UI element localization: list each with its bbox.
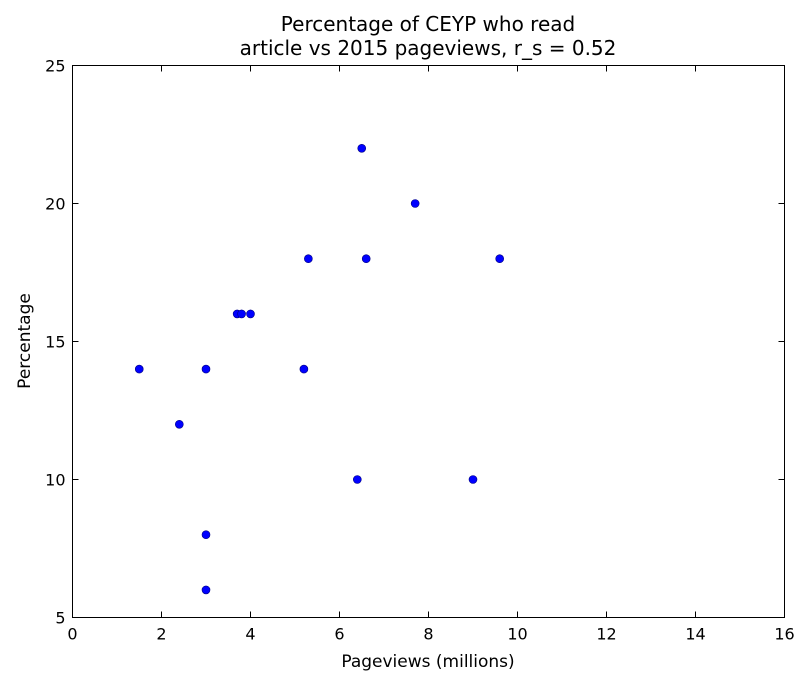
x-tick-label: 2 — [156, 625, 166, 644]
scatter-point — [495, 254, 505, 264]
scatter-point — [410, 199, 420, 208]
chart-title-line2: article vs 2015 pageviews, r_s = 0.52 — [240, 36, 617, 60]
x-tick-label: 16 — [774, 625, 794, 644]
scatter-point — [468, 475, 478, 484]
x-tick-label: 12 — [596, 625, 616, 644]
y-tick-label: 20 — [45, 195, 65, 214]
scatter-point — [201, 585, 211, 595]
x-tick-label: 8 — [423, 625, 433, 644]
scatter-points — [134, 144, 505, 595]
scatter-point — [237, 309, 246, 319]
scatter-point — [304, 254, 313, 264]
x-tick-label: 6 — [334, 625, 344, 644]
scatter-point — [246, 309, 255, 319]
plot-area — [72, 65, 785, 618]
scatter-point — [299, 364, 309, 374]
x-tick-label: 14 — [685, 625, 705, 644]
y-tick-label: 15 — [45, 333, 65, 352]
x-tick-label: 0 — [67, 625, 77, 644]
scatter-point — [357, 144, 367, 153]
y-tick-label: 5 — [55, 609, 65, 628]
scatter-point — [175, 419, 184, 429]
y-axis-label: Percentage — [15, 293, 35, 389]
y-tick-label: 25 — [45, 57, 65, 76]
y-axis: 5 10 15 20 25 — [45, 57, 785, 628]
scatter-point — [352, 475, 362, 484]
x-axis-label: Pageviews (millions) — [341, 652, 514, 672]
scatter-point — [201, 364, 211, 374]
scatter-point — [361, 254, 371, 264]
y-tick-label: 10 — [45, 471, 65, 490]
scatter-point — [201, 530, 211, 540]
x-axis: 0 2 4 6 8 10 12 14 16 — [67, 65, 795, 644]
x-tick-label: 4 — [245, 625, 255, 644]
chart-title-line1: Percentage of CEYP who read — [281, 12, 575, 36]
scatter-point — [134, 364, 144, 374]
x-tick-label: 10 — [507, 625, 527, 644]
